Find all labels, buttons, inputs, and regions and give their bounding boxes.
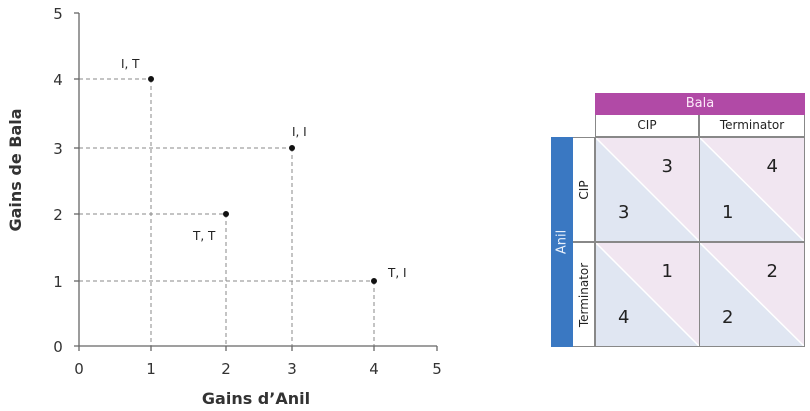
point-i-t xyxy=(148,76,154,82)
bala-payoff: 2 xyxy=(766,261,778,282)
anil-payoff: 4 xyxy=(618,307,630,328)
point-t-i xyxy=(371,278,377,284)
row-header-terminator-label: Terminator xyxy=(576,262,591,327)
guide-lines xyxy=(79,78,375,346)
svg-text:1: 1 xyxy=(53,273,63,291)
svg-text:2: 2 xyxy=(221,360,231,378)
cell-terminator-terminator: 2 2 xyxy=(699,242,805,347)
row-header-cip: CIP xyxy=(573,137,595,242)
payoff-scatter-plot: 5 4 3 2 1 0 0 1 2 3 4 5 I, T I, I T, T T… xyxy=(6,5,442,408)
y-axis-title: Gains de Bala xyxy=(6,108,25,231)
anil-payoff: 3 xyxy=(618,202,630,223)
svg-text:I, I: I, I xyxy=(292,125,307,139)
row-header-terminator: Terminator xyxy=(573,242,595,347)
axes xyxy=(74,12,438,351)
row-player-label: Anil xyxy=(554,229,570,255)
svg-text:4: 4 xyxy=(53,71,63,89)
y-tick-labels: 5 4 3 2 1 0 xyxy=(53,5,63,356)
column-player-header: Bala xyxy=(595,93,805,115)
anil-payoff: 2 xyxy=(722,307,734,328)
cell-cip-terminator: 4 1 xyxy=(699,137,805,242)
cell-cip-cip: 3 3 xyxy=(595,137,700,242)
column-header-cip: CIP xyxy=(595,115,699,137)
svg-text:5: 5 xyxy=(53,5,63,23)
column-header-terminator: Terminator xyxy=(699,115,805,137)
svg-text:1: 1 xyxy=(146,360,156,378)
x-tick-labels: 0 1 2 3 4 5 xyxy=(74,360,442,378)
svg-text:I, T: I, T xyxy=(121,57,140,71)
point-t-t xyxy=(223,211,229,217)
svg-text:2: 2 xyxy=(53,206,63,224)
row-player-header: Anil xyxy=(551,137,573,347)
row-header-cip-label: CIP xyxy=(576,179,591,200)
svg-text:5: 5 xyxy=(432,360,442,378)
svg-text:3: 3 xyxy=(287,360,297,378)
bala-payoff: 3 xyxy=(661,156,673,177)
point-i-i xyxy=(289,145,295,151)
payoff-matrix: Bala CIP Terminator Anil CIP Terminator … xyxy=(551,93,805,347)
bala-payoff: 1 xyxy=(661,261,673,282)
cell-terminator-cip: 1 4 xyxy=(595,242,700,347)
bala-payoff: 4 xyxy=(766,156,778,177)
data-points xyxy=(148,76,377,284)
point-labels: I, T I, I T, T T, I xyxy=(121,57,407,280)
svg-text:0: 0 xyxy=(53,338,63,356)
svg-text:T, T: T, T xyxy=(192,229,216,243)
x-axis-title: Gains d’Anil xyxy=(202,389,310,408)
svg-text:0: 0 xyxy=(74,360,84,378)
svg-text:T, I: T, I xyxy=(387,266,407,280)
svg-text:3: 3 xyxy=(53,140,63,158)
anil-payoff: 1 xyxy=(722,202,734,223)
svg-text:4: 4 xyxy=(369,360,379,378)
